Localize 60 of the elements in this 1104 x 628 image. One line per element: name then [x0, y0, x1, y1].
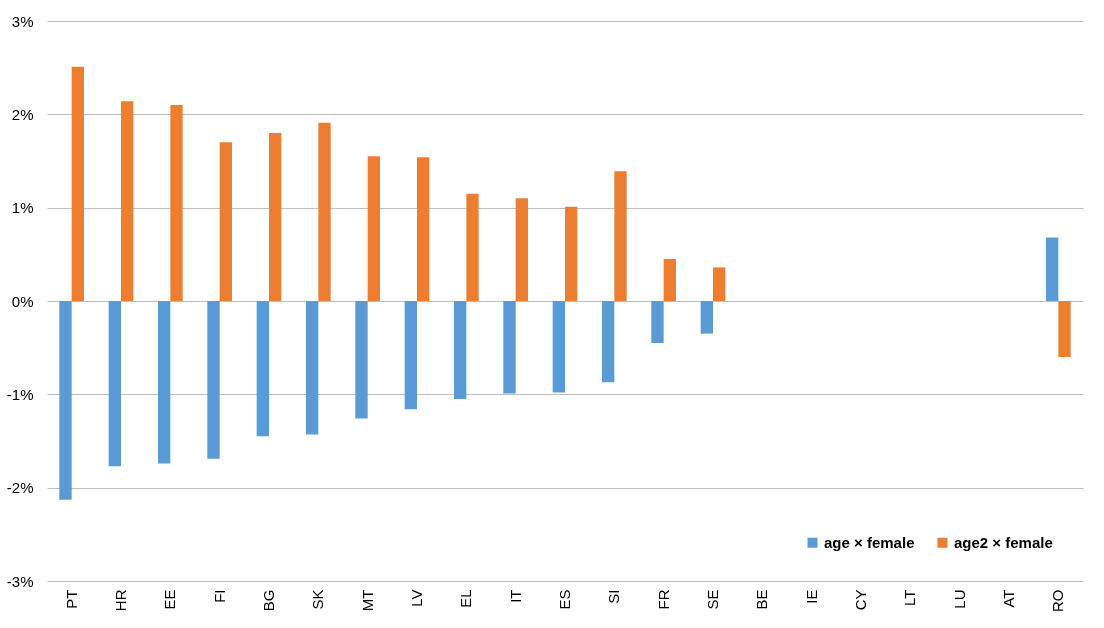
bar: [404, 301, 417, 410]
x-tick-label: FR: [654, 589, 672, 610]
x-tick-label: HR: [112, 589, 129, 612]
bar: [269, 133, 282, 301]
x-tick-label: PT: [62, 589, 80, 609]
y-tick-label: 1%: [11, 199, 34, 217]
y-tick-label: -3%: [6, 572, 34, 590]
bar: [565, 206, 578, 301]
x-tick-label: FI: [210, 589, 228, 603]
bar: [207, 301, 220, 459]
bar: [355, 301, 368, 419]
y-tick-label: 0%: [11, 292, 34, 310]
x-tick-label: ES: [556, 589, 573, 610]
legend-label: age2 × female: [954, 533, 1053, 551]
bar: [306, 301, 319, 435]
bar: [417, 157, 430, 301]
bar: [466, 193, 479, 301]
x-tick-label: IE: [802, 589, 820, 604]
x-tick-label: MT: [358, 589, 376, 612]
x-tick-label: BE: [753, 589, 771, 610]
bar: [1058, 301, 1071, 357]
bar: [219, 142, 232, 301]
bar: [663, 259, 676, 301]
x-tick-label: LT: [901, 589, 919, 606]
y-tick-label: 3%: [11, 12, 34, 30]
x-tick-label: RO: [1049, 589, 1067, 612]
bar: [1046, 237, 1059, 301]
x-tick-label: IT: [506, 589, 524, 603]
x-tick-label: SI: [605, 589, 623, 604]
bar: [713, 267, 726, 301]
bar: [515, 198, 528, 301]
y-tick-label: -1%: [6, 385, 34, 403]
y-tick-label: 2%: [11, 105, 34, 123]
bar: [700, 301, 713, 334]
x-tick-label: SK: [309, 589, 327, 610]
bar: [503, 301, 516, 394]
bar: [318, 122, 331, 301]
bar: [158, 301, 171, 464]
bar: [614, 171, 627, 301]
x-tick-label: EE: [161, 589, 179, 610]
bar: [256, 301, 269, 437]
bar: [367, 156, 380, 301]
bar: [71, 66, 84, 301]
bar: [651, 301, 664, 343]
bar: [121, 101, 134, 301]
y-tick-label: -2%: [6, 479, 34, 497]
x-tick-label: SE: [704, 589, 721, 610]
bar: [59, 301, 72, 500]
x-tick-label: LV: [408, 589, 425, 607]
legend-label: age × female: [824, 533, 915, 551]
bar: [454, 301, 467, 399]
bar: [108, 301, 121, 467]
bar: [552, 301, 565, 393]
bar: [170, 105, 183, 301]
x-tick-label: CY: [852, 589, 869, 611]
x-tick-label: LU: [950, 589, 968, 609]
bar: [602, 301, 615, 383]
x-tick-label: BG: [260, 589, 277, 612]
x-tick-label: AT: [1000, 589, 1017, 608]
x-tick-label: EL: [457, 589, 475, 608]
